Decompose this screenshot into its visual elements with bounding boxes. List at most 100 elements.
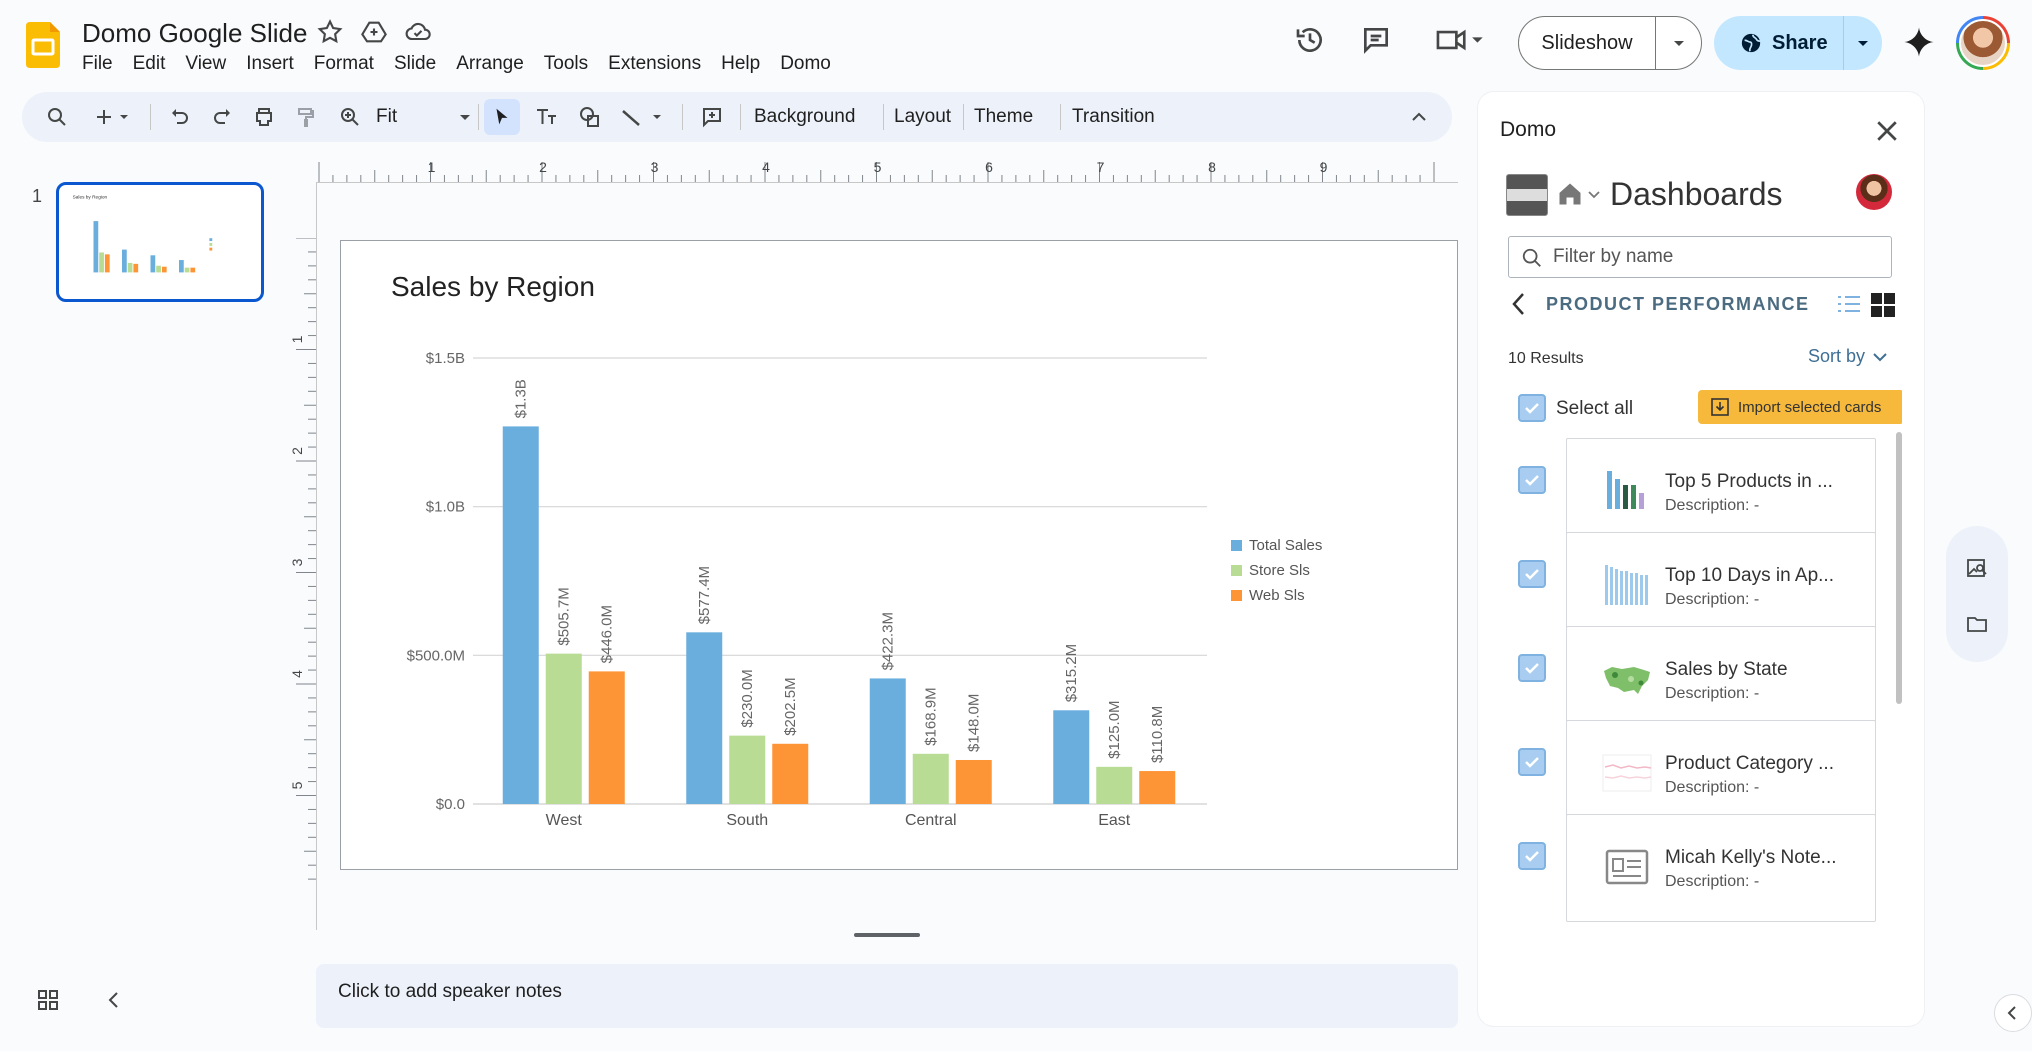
list-view-icon[interactable] [1836, 292, 1862, 318]
bar[interactable] [772, 743, 809, 804]
menu-file[interactable]: File [82, 53, 113, 74]
grid-view-icon[interactable] [1870, 292, 1896, 318]
import-label: Import selected cards [1738, 398, 1882, 416]
theme-button[interactable]: Theme [974, 106, 1034, 127]
slideshow-button[interactable]: Slideshow [1518, 16, 1702, 70]
card-item[interactable]: Sales by State Description: - [1566, 626, 1876, 734]
side-panel-title: Domo [1500, 118, 1557, 141]
menu-domo[interactable]: Domo [780, 53, 831, 74]
paint-format-icon [298, 108, 314, 127]
line-button[interactable] [616, 92, 670, 142]
sort-by-button[interactable]: Sort by [1808, 346, 1889, 367]
menu-slide[interactable]: Slide [393, 53, 437, 74]
select-all-checkbox[interactable] [1518, 394, 1546, 422]
card-description: Description: - [1665, 779, 1760, 796]
grid-view-icon[interactable] [36, 988, 60, 1012]
domo-user-avatar[interactable] [1856, 174, 1892, 210]
menu-help[interactable]: Help [721, 53, 761, 74]
menu-insert[interactable]: Insert [246, 53, 294, 74]
bar[interactable] [686, 632, 723, 804]
card-checkbox[interactable] [1518, 560, 1546, 588]
meet-icon[interactable] [1434, 24, 1484, 56]
shape-button[interactable] [572, 92, 608, 142]
card-checkbox[interactable] [1518, 842, 1546, 870]
slide-canvas[interactable]: Sales by Region $0.0 $500.0M $1.0B $1.5B $1.… [340, 240, 1458, 870]
menu-arrange[interactable]: Arrange [456, 53, 524, 74]
zoom-button[interactable] [332, 92, 368, 142]
bar[interactable] [502, 426, 539, 804]
slideshow-label[interactable]: Slideshow [1519, 17, 1656, 69]
share-button[interactable]: Share [1714, 16, 1882, 70]
undo-icon [172, 109, 188, 124]
card-list-scrollbar[interactable] [1896, 432, 1902, 704]
menu-edit[interactable]: Edit [132, 53, 166, 74]
expand-side-panel-button[interactable] [1994, 994, 2032, 1032]
menu-format[interactable]: Format [313, 53, 374, 74]
card-checkbox[interactable] [1518, 654, 1546, 682]
share-options-button[interactable] [1844, 36, 1882, 50]
bar[interactable] [588, 671, 625, 804]
bar[interactable] [545, 653, 582, 804]
user-avatar[interactable] [1956, 16, 2010, 70]
paint-format-button[interactable] [288, 92, 324, 142]
vertical-ruler[interactable]: 1 2 3 4 5 [292, 238, 316, 888]
slide-thumbnail[interactable]: Sales by Region [56, 182, 264, 302]
card-checkbox[interactable] [1518, 466, 1546, 494]
bar[interactable] [912, 753, 949, 804]
gemini-icon[interactable] [1903, 26, 1935, 58]
image-search-icon[interactable] [1965, 556, 1989, 580]
card-item[interactable]: Micah Kelly's Note... Description: - [1566, 814, 1876, 922]
card-item[interactable]: Top 10 Days in Ap... Description: - [1566, 532, 1876, 640]
collapse-toolbar-button[interactable] [1404, 92, 1434, 142]
menu-view[interactable]: View [185, 53, 227, 74]
card-item[interactable]: Top 5 Products in ... Description: - [1566, 438, 1876, 546]
filter-by-name-input[interactable]: Filter by name [1508, 236, 1892, 278]
bar-chart[interactable]: $0.0 $500.0M $1.0B $1.5B $1.3B $505.7M $446.0M… [341, 241, 1459, 871]
print-button[interactable] [246, 92, 282, 142]
side-rail [1946, 526, 2008, 662]
slideshow-options-button[interactable] [1656, 36, 1701, 50]
comments-icon[interactable] [1360, 24, 1392, 56]
star-icon[interactable] [316, 18, 344, 46]
redo-icon [214, 109, 230, 124]
collapse-filmstrip-icon[interactable] [102, 988, 126, 1012]
app-header: Domo Google Slide File Edit View Insert … [0, 0, 2032, 88]
cloud-saved-icon[interactable] [404, 18, 432, 46]
text-box-button[interactable] [528, 92, 564, 142]
horizontal-ruler[interactable]: 1 2 3 4 5 6 7 8 9 [316, 160, 1458, 182]
select-tool-button[interactable] [484, 99, 520, 135]
bar[interactable] [1139, 771, 1176, 804]
menu-tools[interactable]: Tools [543, 53, 589, 74]
bar[interactable] [729, 735, 766, 804]
bar[interactable] [1096, 766, 1133, 804]
chevron-down-icon[interactable] [1586, 186, 1602, 202]
bar[interactable] [955, 759, 992, 804]
card-item[interactable]: Product Category ... Description: - [1566, 720, 1876, 828]
bar[interactable] [869, 678, 906, 804]
new-slide-button[interactable] [88, 92, 136, 142]
back-chevron-icon[interactable] [1508, 290, 1530, 318]
menu-extensions[interactable]: Extensions [608, 53, 702, 74]
search-menus-button[interactable] [42, 92, 72, 142]
version-history-icon[interactable] [1294, 24, 1326, 56]
undo-button[interactable] [162, 92, 198, 142]
bar[interactable] [1053, 710, 1090, 804]
card-checkbox[interactable] [1518, 748, 1546, 776]
zoom-select[interactable]: Fit [372, 92, 472, 142]
import-selected-cards-button[interactable]: Import selected cards [1698, 390, 1902, 424]
chart-title[interactable]: Sales by Region [391, 271, 595, 302]
document-title[interactable]: Domo Google Slide [82, 18, 308, 48]
layout-button[interactable]: Layout [894, 106, 952, 127]
select-all-label[interactable]: Select all [1556, 398, 1634, 419]
speaker-notes[interactable]: Click to add speaker notes [316, 964, 1458, 1028]
home-icon[interactable] [1556, 180, 1584, 208]
slides-logo-icon[interactable] [26, 22, 60, 68]
close-icon[interactable] [1872, 116, 1902, 146]
transition-button[interactable]: Transition [1072, 106, 1155, 127]
move-to-drive-icon[interactable] [360, 18, 388, 46]
add-comment-button[interactable] [694, 92, 730, 142]
background-button[interactable]: Background [754, 106, 856, 127]
folder-icon[interactable] [1965, 612, 1989, 636]
notes-resize-handle[interactable] [854, 933, 920, 937]
redo-button[interactable] [204, 92, 240, 142]
